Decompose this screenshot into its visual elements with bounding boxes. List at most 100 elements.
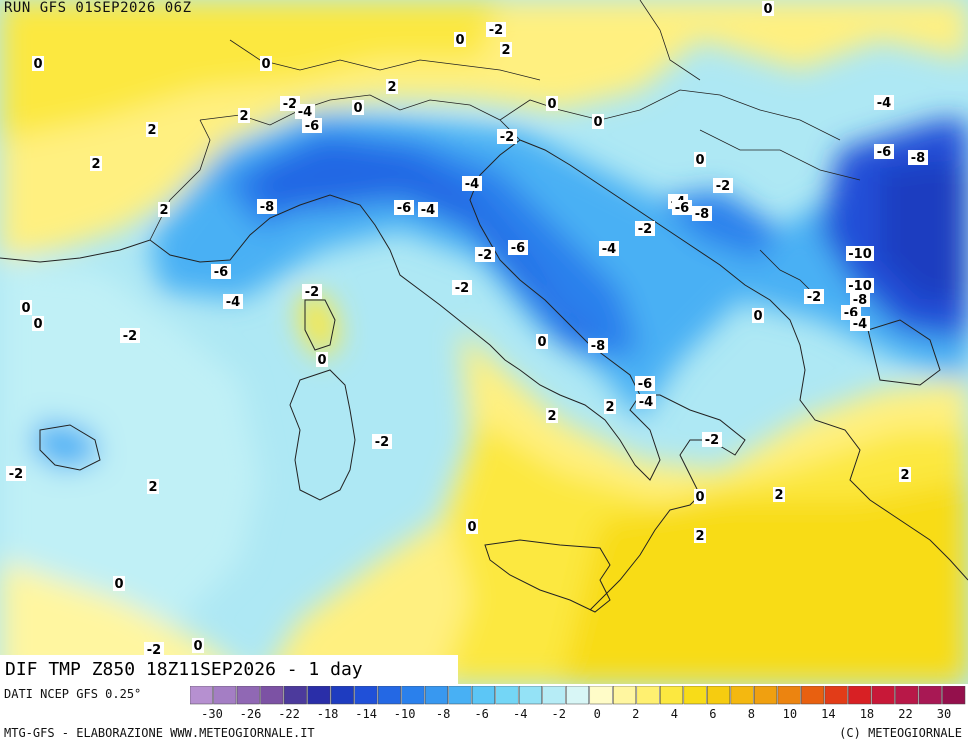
- value-label: 2: [159, 203, 168, 218]
- legend-label: -4: [512, 707, 528, 721]
- legend-swatch: [471, 686, 495, 705]
- legend-swatch: [401, 686, 425, 705]
- legend-label: 14: [821, 707, 836, 721]
- value-label: -6: [397, 201, 411, 216]
- value-labels: 0-2200022-2-4-6002-2-40-6-822-8-6-4-40-4…: [6, 1, 928, 658]
- footer-credit: MTG-GFS - ELABORAZIONE WWW.METEOGIORNALE…: [4, 726, 315, 740]
- value-label-bg: [452, 280, 472, 295]
- value-label-bg: [846, 246, 874, 261]
- legend-label: -14: [355, 707, 377, 721]
- value-label-bg: [636, 394, 656, 409]
- map-title: DIF TMP Z850 18Z11SEP2026 - 1 day: [0, 655, 458, 684]
- value-label-bg: [20, 300, 32, 315]
- value-label-bg: [497, 129, 517, 144]
- value-label-bg: [604, 399, 616, 414]
- value-label: 2: [547, 409, 556, 424]
- value-label: -4: [421, 203, 435, 218]
- borders: [149, 0, 861, 301]
- value-label-bg: [486, 22, 506, 37]
- value-label-bg: [500, 42, 512, 57]
- value-label-bg: [32, 56, 44, 71]
- legend-swatch: [895, 686, 919, 705]
- value-label: -8: [591, 339, 605, 354]
- value-label: -10: [848, 247, 872, 262]
- legend-swatch: [707, 686, 731, 705]
- value-label: 0: [33, 57, 42, 72]
- legend-swatch: [213, 686, 237, 705]
- value-label: -2: [716, 179, 730, 194]
- value-label: 0: [753, 309, 762, 324]
- legend-swatch: [518, 686, 542, 705]
- value-label: 2: [387, 80, 396, 95]
- legend-swatch: [283, 686, 307, 705]
- legend-swatch: [824, 686, 848, 705]
- value-label: -2: [638, 222, 652, 237]
- legend-label: 0: [593, 707, 601, 721]
- value-label-bg: [702, 432, 722, 447]
- legend-swatch: [801, 686, 825, 705]
- legend-swatch: [636, 686, 660, 705]
- legend-label: -18: [316, 707, 339, 721]
- value-label: -6: [675, 201, 689, 216]
- value-label-bg: [192, 638, 204, 653]
- value-label: 2: [91, 157, 100, 172]
- legend-swatch: [424, 686, 448, 705]
- value-label: 2: [147, 123, 156, 138]
- value-label-bg: [147, 479, 159, 494]
- value-label: -6: [877, 145, 891, 160]
- value-label-bg: [804, 289, 824, 304]
- value-label: -6: [214, 265, 228, 280]
- value-label-bg: [874, 144, 894, 159]
- value-label: -2: [305, 285, 319, 300]
- value-label: -2: [455, 281, 469, 296]
- value-label-bg: [694, 528, 706, 543]
- value-label-bg: [302, 118, 322, 133]
- value-label-bg: [394, 200, 414, 215]
- value-label-bg: [466, 519, 478, 534]
- value-label-bg: [316, 352, 328, 367]
- value-label: 2: [695, 529, 704, 544]
- value-label: -2: [147, 643, 161, 658]
- legend-swatch: [660, 686, 684, 705]
- value-label: 2: [501, 43, 510, 58]
- value-label: -8: [853, 293, 867, 308]
- value-label-bg: [694, 152, 706, 167]
- value-label-bg: [635, 376, 655, 391]
- value-label-bg: [454, 32, 466, 47]
- value-label: 2: [148, 480, 157, 495]
- legend-swatch: [542, 686, 566, 705]
- legend-swatch: [871, 686, 895, 705]
- legend-label: -2: [551, 707, 566, 721]
- value-label-bg: [850, 292, 870, 307]
- value-label-bg: [386, 79, 398, 94]
- legend-swatch: [330, 686, 354, 705]
- value-label: -8: [695, 207, 709, 222]
- value-label: 0: [317, 353, 326, 368]
- value-label: -2: [500, 130, 514, 145]
- value-label-bg: [238, 108, 250, 123]
- value-label: 0: [21, 301, 30, 316]
- legend-swatch: [754, 686, 778, 705]
- legend-label: -26: [239, 707, 262, 721]
- legend-swatch: [848, 686, 872, 705]
- value-label-bg: [773, 487, 785, 502]
- footer-copyright: (C) METEOGIORNALE: [839, 726, 962, 740]
- value-label: 0: [593, 115, 602, 130]
- legend-label: 10: [782, 707, 798, 721]
- legend-swatch: [354, 686, 378, 705]
- value-label-bg: [158, 202, 170, 217]
- legend-label: 30: [936, 707, 952, 721]
- legend-swatch: [565, 686, 590, 705]
- legend-swatch: [683, 686, 707, 705]
- legend-swatch: [448, 686, 472, 705]
- value-label-bg: [694, 489, 706, 504]
- data-source: DATI NCEP GFS 0.25°: [4, 687, 142, 701]
- legend-label: 22: [898, 707, 913, 721]
- value-label: -6: [305, 119, 319, 134]
- value-label-bg: [850, 316, 870, 331]
- coastlines: [0, 139, 968, 613]
- legend-swatch: [730, 686, 754, 705]
- value-label-bg: [257, 199, 277, 214]
- value-label: -10: [848, 279, 872, 294]
- value-label: 2: [605, 400, 614, 415]
